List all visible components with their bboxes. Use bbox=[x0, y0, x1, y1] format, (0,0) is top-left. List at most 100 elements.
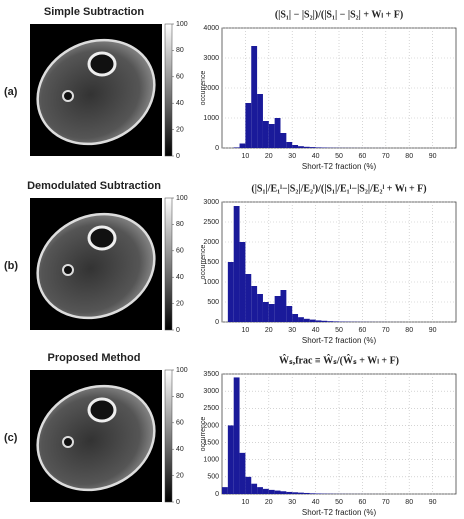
x-tick-label: 60 bbox=[359, 327, 367, 334]
colorbar-tick-label: 20 bbox=[176, 300, 184, 307]
colorbar-tick-label: 40 bbox=[176, 274, 184, 281]
x-tick-label: 20 bbox=[265, 153, 273, 160]
histogram-bar bbox=[245, 476, 252, 494]
x-tick-label: 20 bbox=[265, 499, 273, 506]
y-tick-label: 3000 bbox=[203, 199, 219, 206]
histogram-bar bbox=[227, 425, 234, 494]
panel-label: (b) bbox=[4, 260, 18, 272]
x-tick-label: 80 bbox=[405, 327, 413, 334]
histogram-bar bbox=[303, 492, 310, 494]
x-tick-label: 80 bbox=[405, 499, 413, 506]
colorbar-tick-label: 40 bbox=[176, 100, 184, 107]
x-tick-label: 10 bbox=[242, 153, 250, 160]
mri-leg bbox=[36, 38, 156, 146]
colorbar-tick-label: 20 bbox=[176, 472, 184, 479]
y-tick-label: 2000 bbox=[203, 422, 219, 429]
x-tick-label: 70 bbox=[382, 327, 390, 334]
histogram-bar bbox=[268, 124, 275, 148]
image-title: Demodulated Subtraction bbox=[27, 180, 161, 192]
histogram-bar bbox=[321, 320, 328, 322]
chart-title: Ŵₛ,frac ≡ Ŵₛ/(Ŵₛ + Wₗ + F) bbox=[279, 353, 399, 366]
histogram-bar bbox=[309, 319, 316, 322]
x-tick-label: 20 bbox=[265, 327, 273, 334]
mri-leg bbox=[36, 212, 156, 320]
histogram-bar bbox=[251, 46, 258, 148]
image-title: Proposed Method bbox=[48, 352, 141, 364]
mri-bone bbox=[87, 225, 117, 251]
x-tick-label: 90 bbox=[429, 499, 437, 506]
mri-bone bbox=[87, 51, 117, 77]
histogram-bar bbox=[268, 304, 275, 322]
colorbar-tick-label: 80 bbox=[176, 47, 184, 54]
histogram-bar bbox=[274, 490, 281, 494]
histogram-bar bbox=[292, 314, 299, 322]
histogram-bar bbox=[309, 147, 316, 148]
x-tick-label: 90 bbox=[429, 327, 437, 334]
colorbar bbox=[164, 197, 173, 331]
histogram-bar bbox=[245, 103, 252, 148]
x-tick-label: 90 bbox=[429, 153, 437, 160]
x-axis-label: Short-T2 fraction (%) bbox=[302, 336, 377, 345]
y-tick-label: 4000 bbox=[203, 25, 219, 32]
y-tick-label: 0 bbox=[215, 319, 219, 326]
colorbar-tick-label: 100 bbox=[176, 21, 188, 28]
panel-label: (a) bbox=[4, 86, 18, 98]
histogram-bar bbox=[233, 377, 240, 494]
colorbar-tick-label: 0 bbox=[176, 327, 180, 334]
x-tick-label: 10 bbox=[242, 327, 250, 334]
colorbar-tick-label: 20 bbox=[176, 126, 184, 133]
y-tick-label: 1500 bbox=[203, 439, 219, 446]
histogram-bar bbox=[286, 142, 293, 148]
histogram-bar bbox=[298, 492, 304, 494]
histogram-bar bbox=[292, 492, 299, 494]
histogram-bar bbox=[303, 318, 310, 322]
histogram-bar bbox=[327, 321, 334, 322]
x-tick-label: 30 bbox=[288, 153, 296, 160]
histogram-bar bbox=[315, 320, 322, 322]
histogram-bar bbox=[274, 296, 281, 322]
mri-bone bbox=[62, 90, 74, 102]
y-tick-label: 2500 bbox=[203, 219, 219, 226]
x-tick-label: 40 bbox=[312, 327, 320, 334]
mri-bone bbox=[62, 264, 74, 276]
histogram-bar bbox=[251, 286, 258, 322]
y-tick-label: 500 bbox=[207, 299, 219, 306]
mri-bone bbox=[87, 397, 117, 423]
x-tick-label: 50 bbox=[335, 153, 343, 160]
y-tick-label: 3000 bbox=[203, 55, 219, 62]
x-tick-label: 50 bbox=[335, 499, 343, 506]
chart-title: (|S₁| − |S₂|)/(|S₁| − |S₂| + Wₗ + F) bbox=[275, 9, 403, 20]
colorbar-tick-label: 80 bbox=[176, 393, 184, 400]
histogram-bar bbox=[257, 487, 263, 494]
histogram-bar bbox=[298, 146, 304, 148]
histogram-bar bbox=[239, 143, 246, 148]
y-tick-label: 3500 bbox=[203, 371, 219, 378]
colorbar-tick-label: 80 bbox=[176, 221, 184, 228]
colorbar-tick-label: 60 bbox=[176, 248, 184, 255]
mri-bone bbox=[62, 436, 74, 448]
histogram-bar bbox=[303, 146, 310, 148]
histogram-bar bbox=[280, 133, 287, 148]
histogram-bar bbox=[286, 306, 293, 322]
panel-label: (c) bbox=[4, 432, 18, 444]
histogram-bar bbox=[280, 491, 287, 494]
x-tick-label: 70 bbox=[382, 499, 390, 506]
histogram-bar bbox=[315, 493, 322, 494]
histogram-bar bbox=[333, 321, 339, 322]
y-tick-label: 2000 bbox=[203, 239, 219, 246]
colorbar-tick-label: 40 bbox=[176, 446, 184, 453]
histogram-bar bbox=[239, 242, 246, 322]
x-tick-label: 30 bbox=[288, 327, 296, 334]
histogram-bar bbox=[262, 302, 269, 322]
colorbar bbox=[164, 23, 173, 157]
histogram-bar bbox=[268, 489, 275, 494]
histogram-bar bbox=[245, 274, 252, 322]
histogram-bar bbox=[233, 147, 240, 148]
y-tick-label: 500 bbox=[207, 474, 219, 481]
colorbar-tick-label: 0 bbox=[176, 153, 180, 160]
x-tick-label: 70 bbox=[382, 153, 390, 160]
histogram-bar bbox=[292, 145, 299, 148]
histogram-bar bbox=[251, 483, 258, 494]
histogram-bar bbox=[262, 121, 269, 148]
chart-title: (|S₁|/E₁ˡ−|S₂|/E₂ˡ)/(|S₁|/E₁ˡ−|S₂|/E₂ˡ +… bbox=[251, 183, 426, 194]
